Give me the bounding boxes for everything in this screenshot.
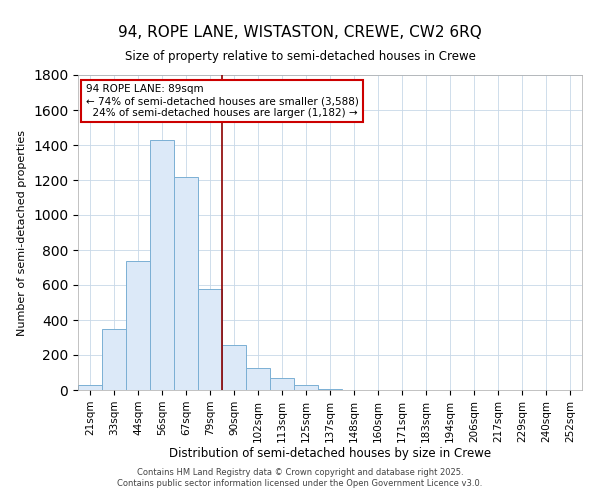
X-axis label: Distribution of semi-detached houses by size in Crewe: Distribution of semi-detached houses by … xyxy=(169,448,491,460)
Bar xyxy=(126,261,150,390)
Bar xyxy=(222,345,246,390)
Bar xyxy=(270,378,294,390)
Text: 94, ROPE LANE, WISTASTON, CREWE, CW2 6RQ: 94, ROPE LANE, WISTASTON, CREWE, CW2 6RQ xyxy=(118,25,482,40)
Bar xyxy=(102,329,126,390)
Y-axis label: Number of semi-detached properties: Number of semi-detached properties xyxy=(17,130,28,336)
Bar xyxy=(78,385,102,390)
Text: Size of property relative to semi-detached houses in Crewe: Size of property relative to semi-detach… xyxy=(125,50,475,63)
Bar xyxy=(174,176,198,390)
Bar xyxy=(294,385,318,390)
Bar xyxy=(150,140,174,390)
Bar xyxy=(246,368,270,390)
Text: Contains HM Land Registry data © Crown copyright and database right 2025.
Contai: Contains HM Land Registry data © Crown c… xyxy=(118,468,482,487)
Text: 94 ROPE LANE: 89sqm
← 74% of semi-detached houses are smaller (3,588)
  24% of s: 94 ROPE LANE: 89sqm ← 74% of semi-detach… xyxy=(86,84,358,117)
Bar xyxy=(318,388,342,390)
Bar xyxy=(198,288,222,390)
